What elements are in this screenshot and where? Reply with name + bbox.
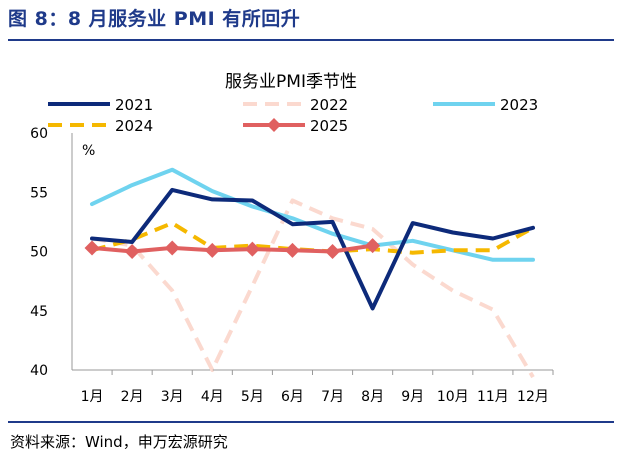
x-tick-label: 4月	[201, 389, 224, 405]
series-point-2025	[84, 240, 100, 256]
pmi-seasonality-chart: 服务业PMI季节性 2021 2022 2023 2024 2025 % 40 45 50 5…	[30, 72, 554, 405]
x-tick-label: 11月	[477, 389, 509, 405]
chart-title: 服务业PMI季节性	[225, 72, 357, 92]
y-tick-labels: 40 45 50 55 60	[30, 126, 48, 379]
x-tick-label: 8月	[361, 389, 384, 405]
x-tick-label: 7月	[321, 389, 344, 405]
series-point-2025	[365, 238, 381, 254]
title-divider	[8, 39, 614, 41]
figure-title: 图 8：8 月服务业 PMI 有所回升	[8, 8, 301, 30]
x-tick-label: 3月	[161, 389, 184, 405]
x-tick-labels: 1月 2月 3月 4月 5月 6月 7月 8月 9月 10月 11月 12月	[81, 370, 554, 405]
footer-divider	[8, 421, 614, 423]
x-tick-label: 10月	[437, 389, 469, 405]
y-tick-label: 40	[30, 363, 48, 379]
y-tick-label: 55	[30, 185, 48, 201]
series-point-2025	[284, 242, 300, 258]
series-point-2025	[244, 241, 260, 257]
x-tick-label: 5月	[241, 389, 264, 405]
series-line-2022	[91, 198, 535, 379]
legend-label-2021: 2021	[115, 96, 153, 114]
series-point-2025	[124, 244, 140, 259]
x-tick-label: 12月	[517, 389, 549, 405]
series-point-2025	[204, 242, 220, 258]
x-tick-label: 6月	[281, 389, 304, 405]
series-point-2025	[325, 244, 341, 259]
y-tick-label: 45	[30, 304, 48, 320]
series-layer	[84, 167, 535, 379]
x-tick-label: 2月	[121, 389, 144, 405]
legend-label-2023: 2023	[500, 96, 538, 114]
legend-marker-2025	[267, 118, 281, 132]
legend-label-2025: 2025	[310, 117, 348, 135]
legend-label-2024: 2024	[115, 117, 153, 135]
y-tick-label: 50	[30, 245, 48, 261]
series-line-2021	[90, 187, 535, 311]
x-tick-label: 1月	[81, 389, 104, 405]
series-point-2025	[164, 240, 180, 256]
legend-label-2022: 2022	[310, 96, 348, 114]
y-tick-label: 60	[30, 126, 48, 142]
legend: 2021 2022 2023 2024 2025	[48, 96, 538, 135]
y-unit-label: %	[82, 143, 95, 159]
source-note: 资料来源：Wind，申万宏源研究	[10, 433, 228, 451]
x-tick-label: 9月	[401, 389, 424, 405]
series-line-2023	[90, 167, 535, 262]
